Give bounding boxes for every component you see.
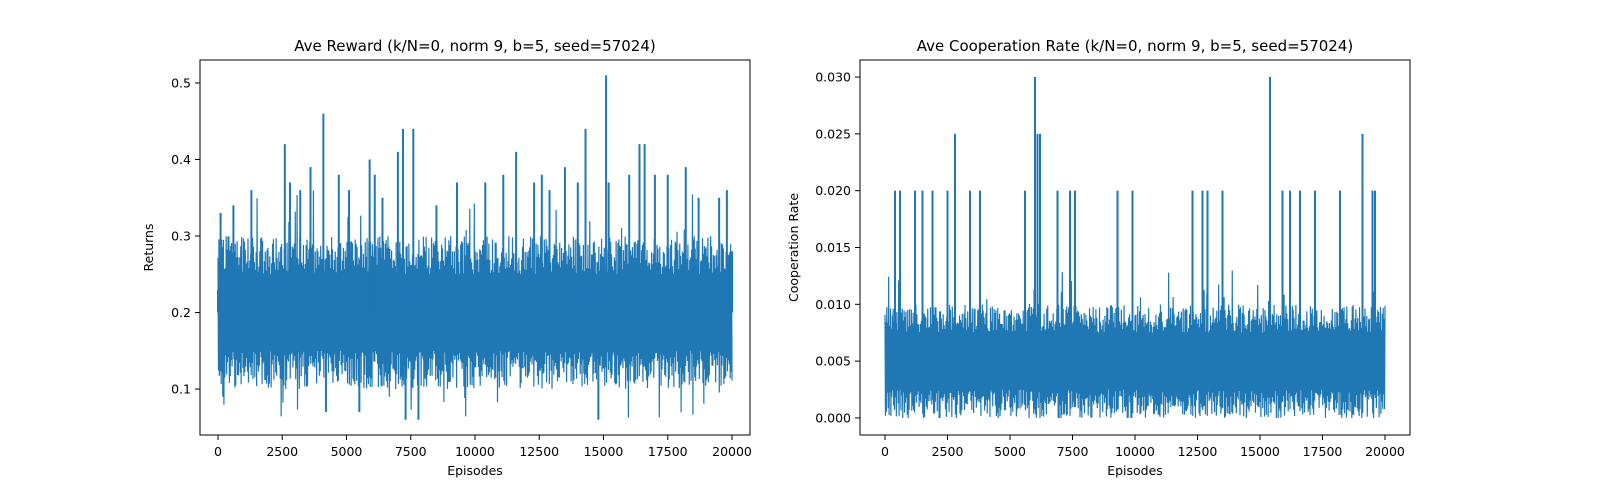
reward-chart: Ave Reward (k/N=0, norm 9, b=5, seed=570… [141, 37, 752, 478]
cooperation-y-tick-label: 0.020 [815, 183, 851, 198]
reward-series-line [217, 190, 733, 418]
reward-y-axis: 0.1 0.2 0.3 0.4 0.5 [171, 75, 200, 397]
reward-x-tick-label: 10000 [455, 444, 495, 459]
cooperation-plot-area [884, 77, 1386, 418]
cooperation-y-tick-label: 0.005 [815, 354, 851, 369]
cooperation-x-axis-label: Episodes [1107, 463, 1163, 478]
reward-x-tick-label: 7500 [395, 444, 427, 459]
reward-y-axis-label: Returns [141, 224, 156, 272]
reward-y-tick-label: 0.5 [171, 75, 191, 90]
cooperation-x-tick-label: 12500 [1178, 444, 1218, 459]
cooperation-chart: Ave Cooperation Rate (k/N=0, norm 9, b=5… [786, 37, 1411, 478]
cooperation-x-tick-label: 2500 [932, 444, 964, 459]
cooperation-y-axis: 0.000 0.005 0.010 0.015 0.020 0.025 0.030 [815, 70, 860, 425]
reward-y-tick-label: 0.4 [171, 152, 191, 167]
cooperation-y-axis-label: Cooperation Rate [786, 193, 801, 302]
cooperation-chart-title: Ave Cooperation Rate (k/N=0, norm 9, b=5… [917, 37, 1353, 55]
cooperation-x-tick-label: 0 [881, 444, 889, 459]
cooperation-x-tick-label: 20000 [1365, 444, 1405, 459]
cooperation-y-tick-label: 0.000 [815, 410, 851, 425]
cooperation-x-tick-label: 17500 [1303, 444, 1343, 459]
cooperation-series-line [884, 270, 1386, 418]
reward-x-tick-label: 12500 [519, 444, 559, 459]
cooperation-y-tick-label: 0.025 [815, 126, 851, 141]
reward-plot-area [216, 75, 734, 420]
reward-y-tick-label: 0.3 [171, 229, 191, 244]
reward-x-tick-label: 0 [214, 444, 222, 459]
cooperation-y-tick-label: 0.010 [815, 297, 851, 312]
reward-x-tick-label: 15000 [584, 444, 624, 459]
cooperation-x-tick-label: 5000 [994, 444, 1026, 459]
reward-y-tick-label: 0.2 [171, 305, 191, 320]
reward-x-axis-label: Episodes [447, 463, 503, 478]
reward-x-tick-label: 17500 [648, 444, 688, 459]
reward-x-axis: 0 2500 5000 7500 10000 12500 15000 17500 20000 [214, 435, 752, 459]
reward-x-tick-label: 20000 [712, 444, 752, 459]
cooperation-x-axis: 0 2500 5000 7500 10000 12500 15000 17500 20000 [881, 435, 1405, 459]
reward-y-tick-label: 0.1 [171, 382, 191, 397]
cooperation-x-tick-label: 7500 [1057, 444, 1089, 459]
reward-x-tick-label: 2500 [266, 444, 298, 459]
reward-x-tick-label: 5000 [331, 444, 363, 459]
cooperation-x-tick-label: 10000 [1115, 444, 1155, 459]
reward-chart-title: Ave Reward (k/N=0, norm 9, b=5, seed=570… [294, 37, 656, 55]
cooperation-y-tick-label: 0.015 [815, 240, 851, 255]
cooperation-x-tick-label: 15000 [1240, 444, 1280, 459]
cooperation-y-tick-label: 0.030 [815, 70, 851, 85]
